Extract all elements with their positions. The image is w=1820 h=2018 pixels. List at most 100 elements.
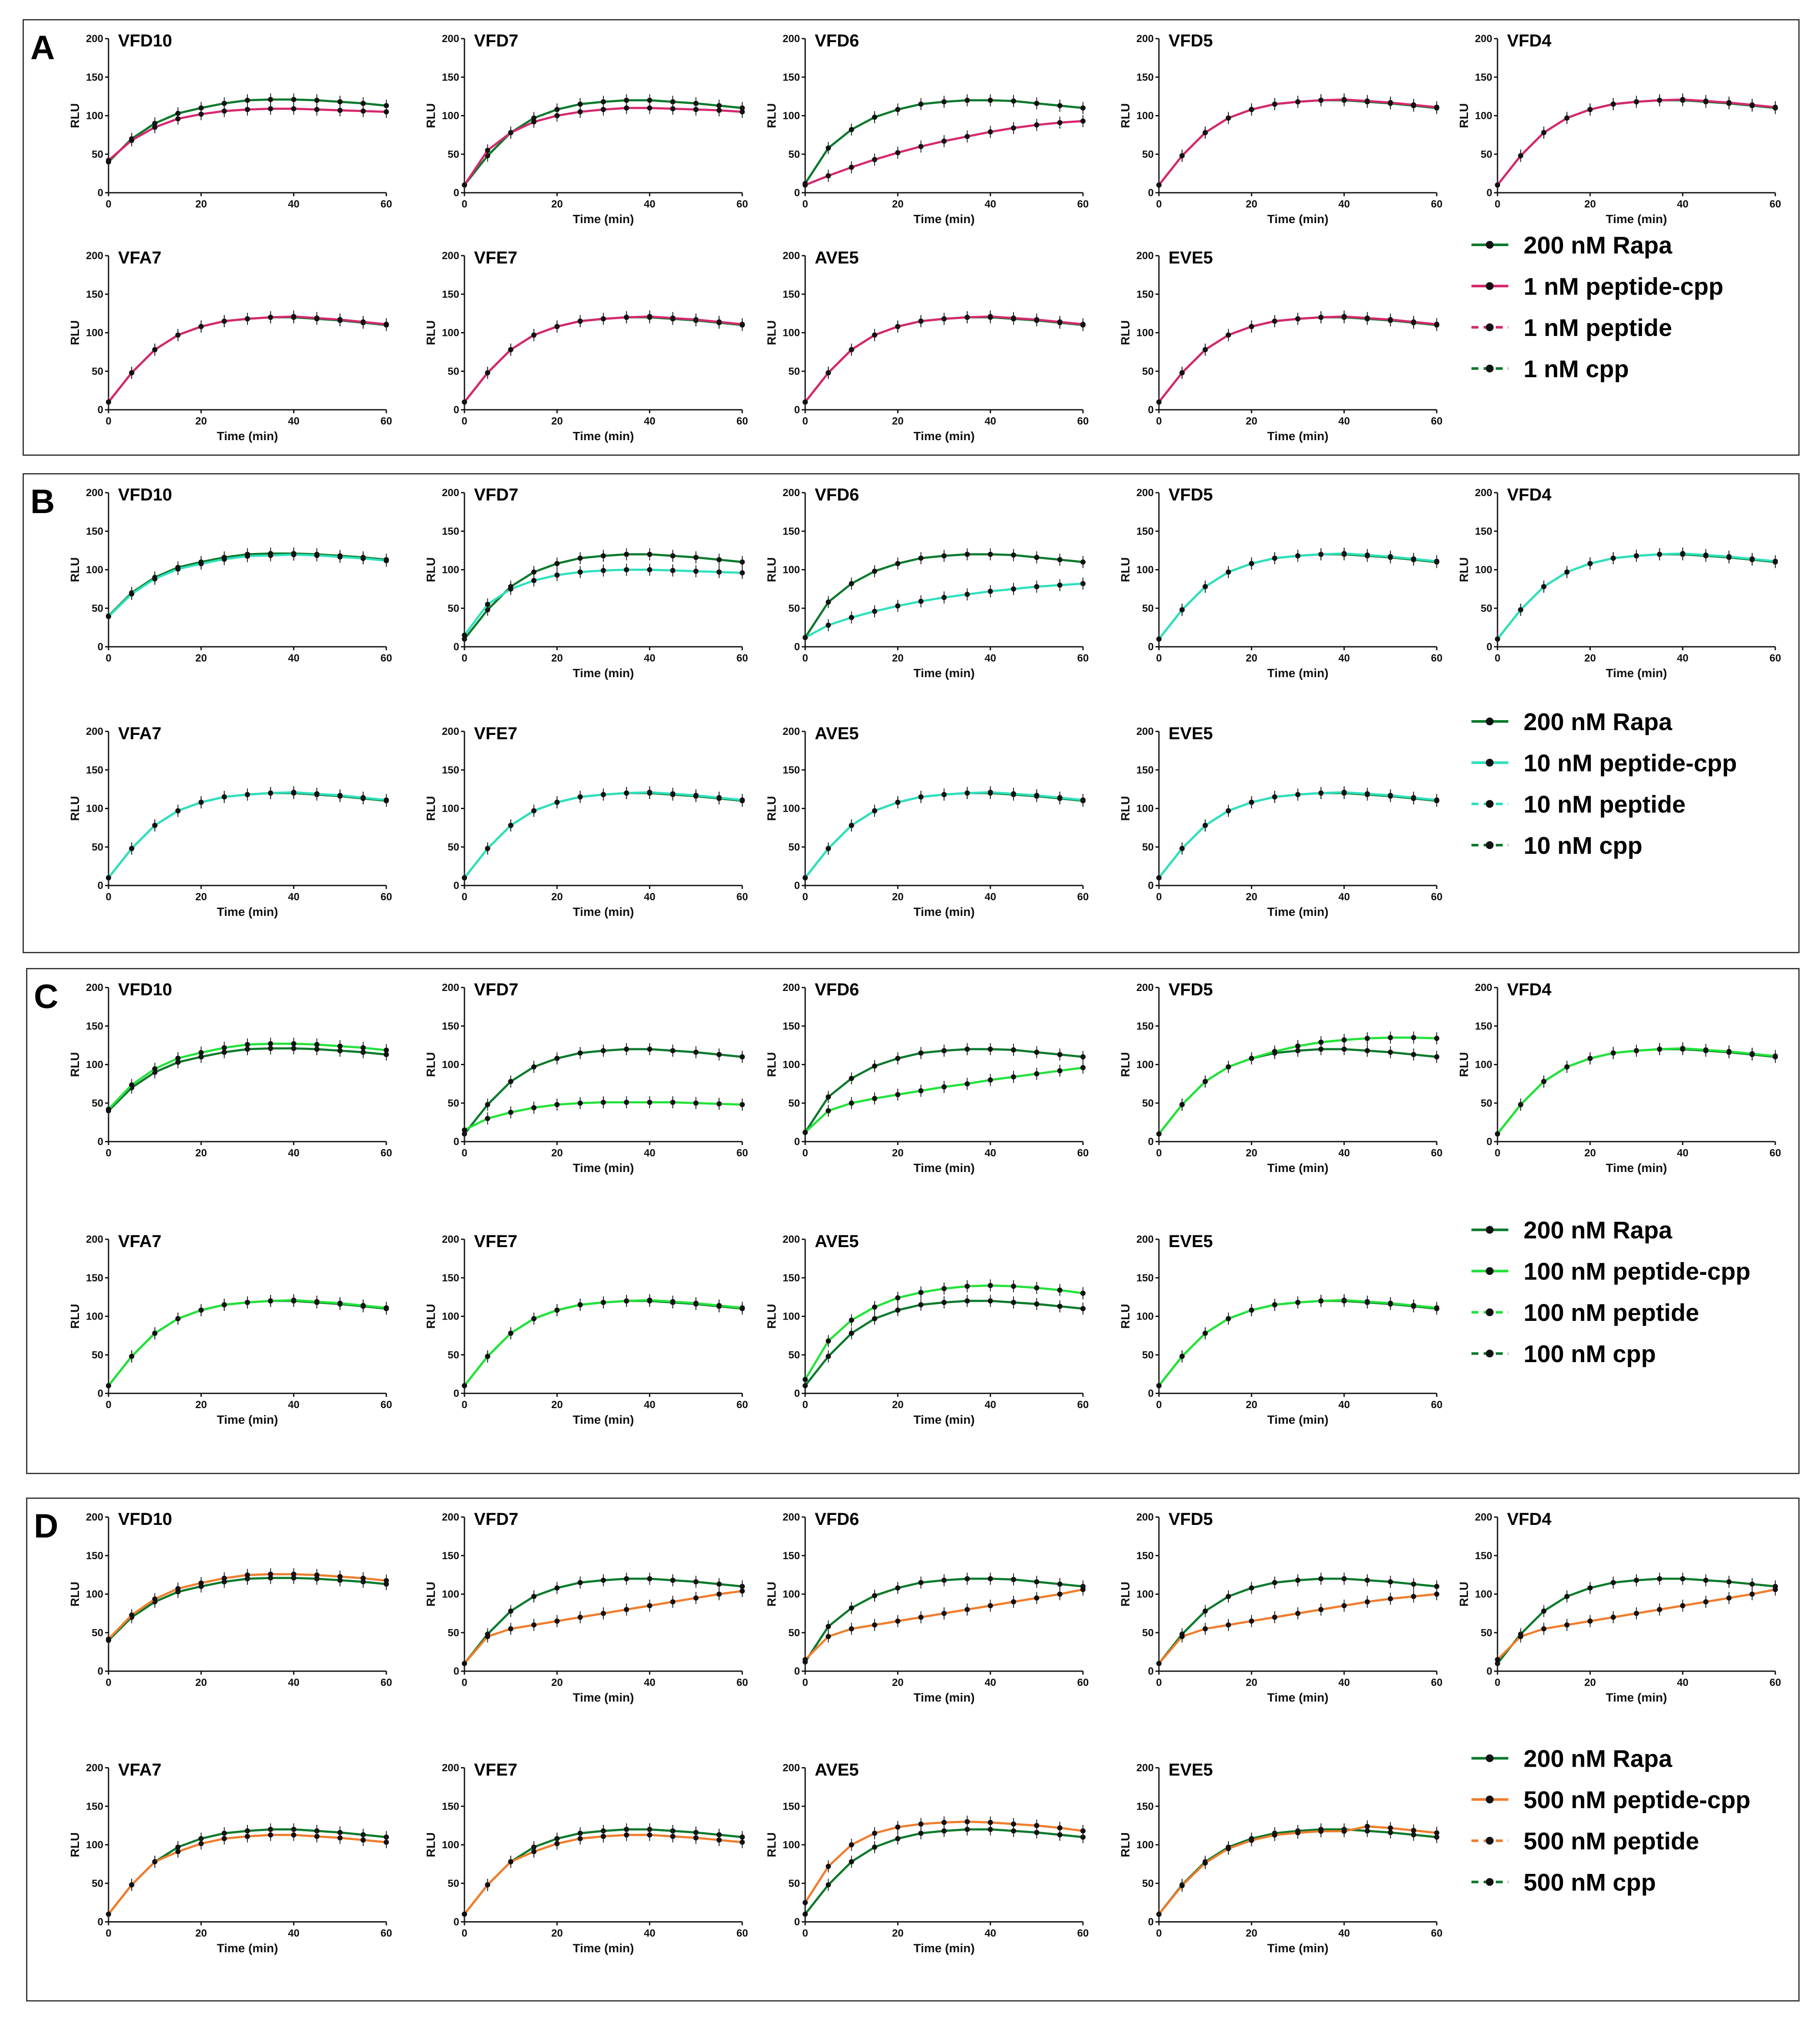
y-tick-label: 50 — [92, 602, 103, 614]
y-tick-label: 50 — [92, 1097, 103, 1109]
y-tick-label: 50 — [788, 602, 800, 614]
treatment-point — [1495, 1131, 1500, 1137]
y-tick-label: 100 — [783, 327, 800, 339]
treatment-point — [129, 1882, 135, 1888]
subplot-title: VFD7 — [474, 31, 518, 50]
rapa-point — [987, 1827, 993, 1832]
y-tick-label: 0 — [794, 404, 800, 416]
rapa-point — [268, 97, 273, 102]
treatment-point — [895, 1618, 901, 1624]
treatment-point — [803, 875, 808, 881]
y-tick-label: 50 — [92, 841, 103, 853]
subplot-title: VFD4 — [1507, 980, 1552, 999]
panel-letter: C — [34, 977, 59, 1015]
treatment-point — [485, 1882, 490, 1888]
y-tick-label: 200 — [1136, 982, 1154, 994]
x-tick-label: 0 — [461, 415, 467, 427]
treatment-point — [1773, 104, 1778, 110]
treatment-point — [1034, 1823, 1040, 1828]
rapa-line — [464, 1577, 743, 1664]
treatment-point — [106, 614, 111, 619]
treatment-point — [1749, 102, 1755, 108]
treatment-point — [1634, 99, 1639, 105]
treatment-point — [577, 1614, 583, 1620]
treatment-point — [337, 554, 343, 560]
treatment-point — [872, 609, 877, 614]
treatment-point — [360, 1303, 366, 1308]
treatment-line — [1497, 552, 1776, 640]
legend-marker — [1486, 1308, 1494, 1317]
y-axis-label: RLU — [424, 103, 438, 128]
treatment-point — [554, 800, 560, 805]
rapa-point — [670, 1577, 675, 1583]
treatment-point — [175, 1056, 181, 1061]
treatment-point — [647, 314, 652, 319]
y-tick-label: 150 — [86, 526, 103, 537]
treatment-point — [221, 1302, 227, 1307]
panel-letter: A — [30, 28, 55, 66]
x-axis-label: Time (min) — [573, 429, 634, 443]
x-tick-label: 20 — [551, 1677, 563, 1689]
treatment-point — [485, 370, 490, 375]
treatment-point — [129, 846, 135, 851]
y-tick-label: 150 — [86, 1801, 103, 1812]
x-axis-label: Time (min) — [913, 905, 974, 918]
subplot-ave5: 0 50 100 150 200 0 20 40 60 RLU Time (min) AVE5 — [765, 1232, 1089, 1426]
rapa-point — [1434, 1054, 1439, 1060]
treatment-point — [647, 790, 652, 795]
treatment-point — [895, 1295, 901, 1300]
treatment-point — [1680, 1603, 1685, 1609]
treatment-point — [1202, 1626, 1208, 1632]
treatment-point — [198, 1841, 204, 1847]
rapa-point — [624, 1047, 629, 1052]
y-tick-label: 150 — [1475, 1021, 1492, 1032]
treatment-point — [1295, 792, 1300, 797]
treatment-point — [1179, 1634, 1185, 1639]
treatment-point — [221, 794, 227, 800]
subplot-vfd7: 0 50 100 150 200 0 20 40 60 RLU Time (min) VFD7 — [424, 31, 748, 226]
y-axis-label: RLU — [765, 1052, 778, 1077]
x-tick-label: 60 — [381, 1928, 392, 1939]
x-tick-label: 40 — [1338, 1928, 1350, 1939]
x-tick-label: 20 — [892, 652, 904, 664]
y-tick-label: 0 — [98, 641, 103, 653]
y-tick-label: 100 — [1136, 1311, 1154, 1323]
x-axis-label: Time (min) — [573, 1413, 634, 1426]
rapa-point — [872, 1593, 877, 1599]
subplot-vfe7: 0 50 100 150 200 0 20 40 60 RLU Time (min) VFE7 — [424, 1232, 748, 1426]
x-axis-label: Time (min) — [573, 666, 634, 680]
y-tick-label: 150 — [783, 764, 800, 776]
y-tick-label: 100 — [783, 110, 800, 122]
y-axis-label: RLU — [424, 557, 438, 583]
treatment-point — [1564, 1622, 1570, 1628]
y-tick-label: 200 — [442, 1234, 459, 1245]
rapa-point — [508, 1079, 513, 1084]
x-axis-label: Time (min) — [913, 666, 974, 680]
treatment-point — [987, 314, 993, 319]
panel-letter: D — [34, 1507, 59, 1545]
rapa-line — [108, 792, 387, 879]
subplot-vfa7: 0 50 100 150 200 0 20 40 60 RLU Time (min) VFA7 — [68, 1232, 392, 1426]
rapa-line — [1158, 1300, 1437, 1386]
y-tick-label: 50 — [448, 841, 459, 853]
treatment-point — [1156, 1131, 1162, 1137]
treatment-point — [716, 1591, 722, 1597]
treatment-point — [1703, 1047, 1708, 1053]
rapa-point — [1057, 103, 1063, 109]
y-tick-label: 150 — [1136, 1272, 1154, 1284]
x-tick-label: 60 — [381, 415, 392, 427]
y-tick-label: 50 — [1481, 1627, 1492, 1639]
treatment-point — [1272, 101, 1277, 107]
x-tick-label: 60 — [381, 891, 392, 903]
y-tick-label: 150 — [783, 526, 800, 537]
treatment-point — [803, 399, 808, 405]
treatment-point — [1011, 315, 1016, 321]
treatment-point — [1011, 1821, 1016, 1827]
treatment-point — [1226, 1846, 1231, 1851]
treatment-point — [1365, 1824, 1370, 1829]
treatment-point — [826, 370, 831, 375]
rapa-point — [849, 1076, 854, 1081]
treatment-point — [1272, 1832, 1277, 1838]
y-tick-label: 150 — [86, 1021, 103, 1032]
x-tick-label: 20 — [1584, 1677, 1596, 1689]
